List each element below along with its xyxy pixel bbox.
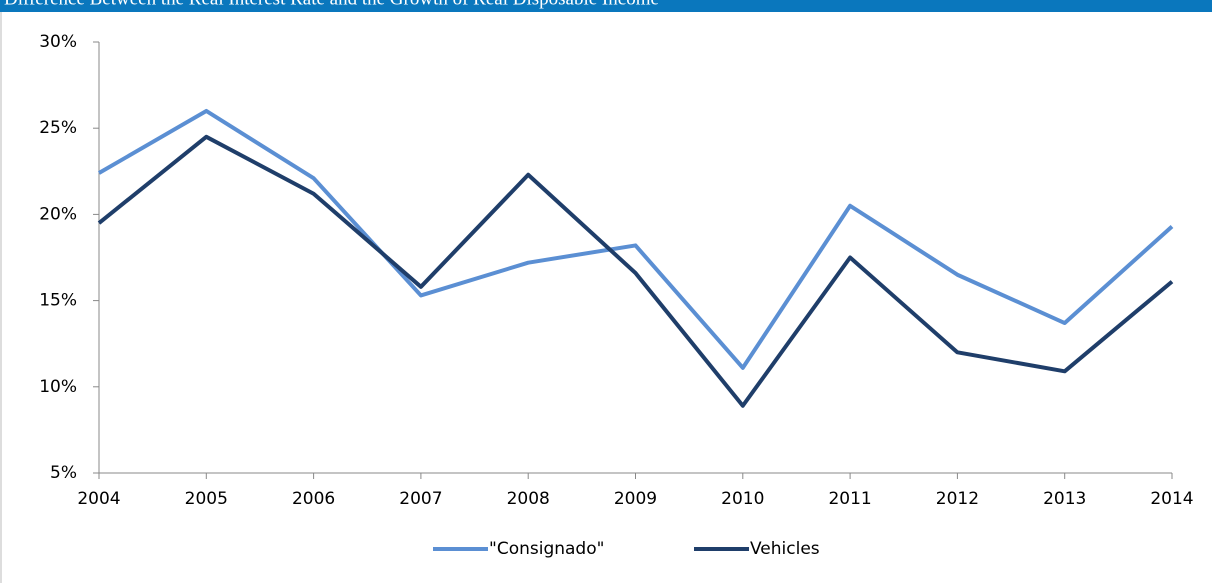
series-line [97, 108, 1174, 370]
y-tick-label: 30% [39, 32, 77, 52]
x-tick-label: 2012 [936, 489, 979, 509]
x-tick-label: 2010 [721, 489, 764, 509]
x-tick-label: 2008 [507, 489, 550, 509]
x-tick-label: 2005 [185, 489, 228, 509]
y-tick-label: 15% [39, 291, 77, 311]
x-tick-label: 2014 [1150, 489, 1193, 509]
x-tick-label: 2011 [828, 489, 871, 509]
legend-label: "Consignado" [489, 539, 604, 559]
x-tick-label: 2013 [1043, 489, 1086, 509]
x-tick-label: 2009 [614, 489, 657, 509]
y-tick-label: 5% [50, 463, 77, 483]
y-tick-label: 10% [39, 377, 77, 397]
x-tick-label: 2004 [77, 489, 120, 509]
x-tick-label: 2006 [292, 489, 335, 509]
title-bar [0, 0, 1212, 12]
legend-label: Vehicles [750, 539, 820, 559]
x-tick-label: 2007 [399, 489, 442, 509]
series-line [97, 134, 1174, 408]
y-tick-label: 20% [39, 204, 77, 224]
chart-title: Difference Between the Real Interest Rat… [4, 0, 659, 9]
y-tick-label: 25% [39, 118, 77, 138]
